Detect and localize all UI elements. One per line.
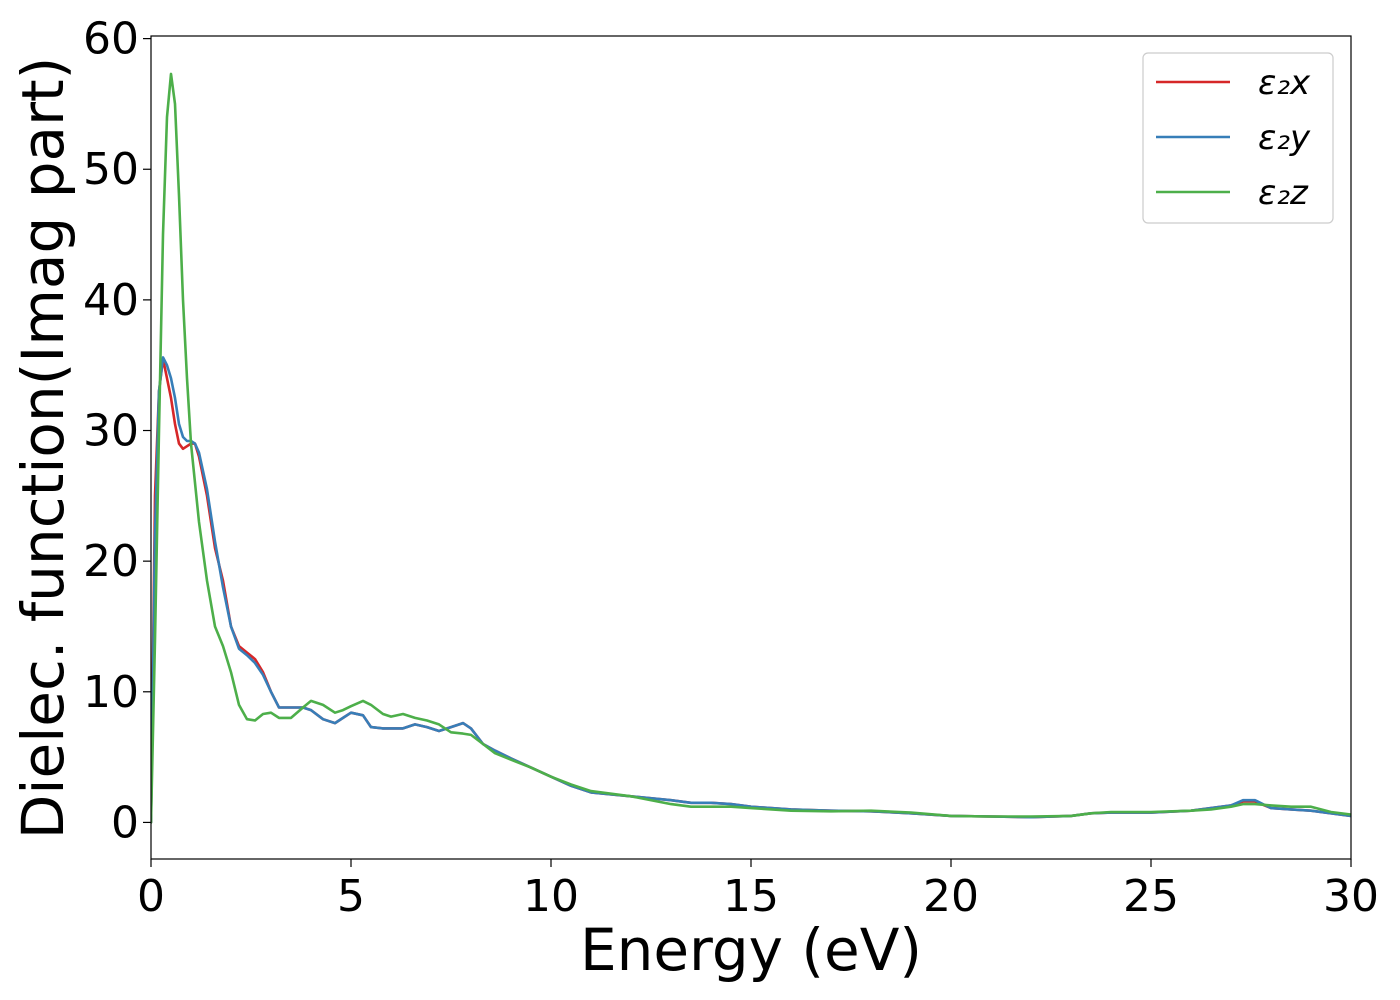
x-tick-label: 25 — [1123, 871, 1179, 922]
y-axis-title: Dielec. function(Imag part) — [9, 57, 77, 840]
y-tick-label: 0 — [111, 797, 139, 848]
y-tick-label: 30 — [83, 406, 139, 457]
y-tick-label: 10 — [83, 667, 139, 718]
y-tick-label: 60 — [83, 14, 139, 65]
y-tick-label: 40 — [83, 275, 139, 326]
x-tick-label: 20 — [923, 871, 979, 922]
x-tick-label: 30 — [1323, 871, 1379, 922]
x-axis-title: Energy (eV) — [580, 916, 922, 984]
legend-box — [1142, 52, 1334, 224]
x-tick-label: 5 — [337, 871, 365, 922]
y-axis: 0 10 20 30 40 50 60 — [83, 14, 151, 848]
legend-label: ε₂y — [1258, 118, 1311, 158]
legend-label: ε₂z — [1258, 173, 1309, 213]
x-tick-label: 10 — [523, 871, 579, 922]
y-tick-label: 20 — [83, 536, 139, 587]
legend: ε₂x ε₂y ε₂z — [1142, 52, 1334, 224]
x-axis: 0 5 10 15 20 25 30 — [137, 859, 1379, 922]
x-tick-label: 0 — [137, 871, 165, 922]
series-layer — [151, 72, 1351, 824]
legend-label: ε₂x — [1258, 63, 1311, 103]
y-tick-label: 50 — [83, 144, 139, 195]
series-line-3 — [151, 72, 1351, 824]
x-tick-label: 15 — [723, 871, 779, 922]
